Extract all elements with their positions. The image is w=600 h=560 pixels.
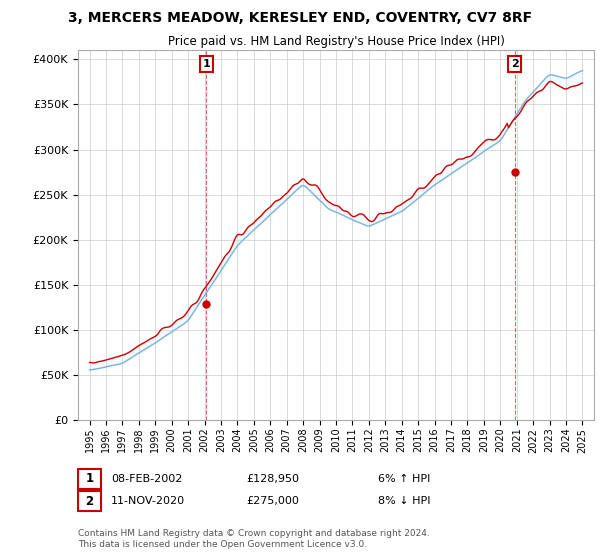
Text: 11-NOV-2020: 11-NOV-2020 — [111, 496, 185, 506]
Text: 8% ↓ HPI: 8% ↓ HPI — [378, 496, 431, 506]
Text: 2: 2 — [85, 494, 94, 508]
Text: Contains HM Land Registry data © Crown copyright and database right 2024.
This d: Contains HM Land Registry data © Crown c… — [78, 529, 430, 549]
Text: 2: 2 — [511, 59, 518, 69]
Text: 3, MERCERS MEADOW, KERESLEY END, COVENTRY, CV7 8RF: 3, MERCERS MEADOW, KERESLEY END, COVENTR… — [68, 11, 532, 25]
Text: £128,950: £128,950 — [246, 474, 299, 484]
Text: 1: 1 — [202, 59, 210, 69]
Text: £275,000: £275,000 — [246, 496, 299, 506]
Text: 6% ↑ HPI: 6% ↑ HPI — [378, 474, 430, 484]
Text: 1: 1 — [85, 472, 94, 486]
Title: Price paid vs. HM Land Registry's House Price Index (HPI): Price paid vs. HM Land Registry's House … — [167, 35, 505, 48]
Text: 08-FEB-2002: 08-FEB-2002 — [111, 474, 182, 484]
